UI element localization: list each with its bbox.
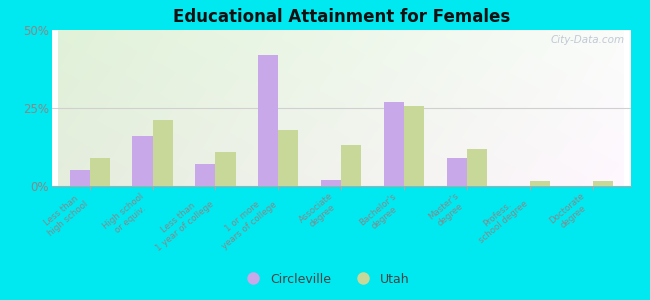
Title: Educational Attainment for Females: Educational Attainment for Females bbox=[173, 8, 510, 26]
Bar bbox=[447, 158, 467, 186]
Bar bbox=[404, 106, 424, 186]
Bar bbox=[467, 148, 487, 186]
Bar bbox=[153, 121, 173, 186]
Bar bbox=[321, 180, 341, 186]
Bar bbox=[341, 146, 361, 186]
Bar bbox=[278, 130, 298, 186]
Bar bbox=[133, 136, 153, 186]
Legend: Circleville, Utah: Circleville, Utah bbox=[235, 268, 415, 291]
Bar bbox=[90, 158, 110, 186]
Bar bbox=[196, 164, 216, 186]
Bar bbox=[216, 152, 235, 186]
Bar bbox=[70, 170, 90, 186]
Text: City-Data.com: City-Data.com bbox=[551, 35, 625, 45]
Bar bbox=[530, 181, 550, 186]
Bar bbox=[384, 102, 404, 186]
Bar bbox=[593, 181, 613, 186]
Bar bbox=[258, 55, 278, 186]
